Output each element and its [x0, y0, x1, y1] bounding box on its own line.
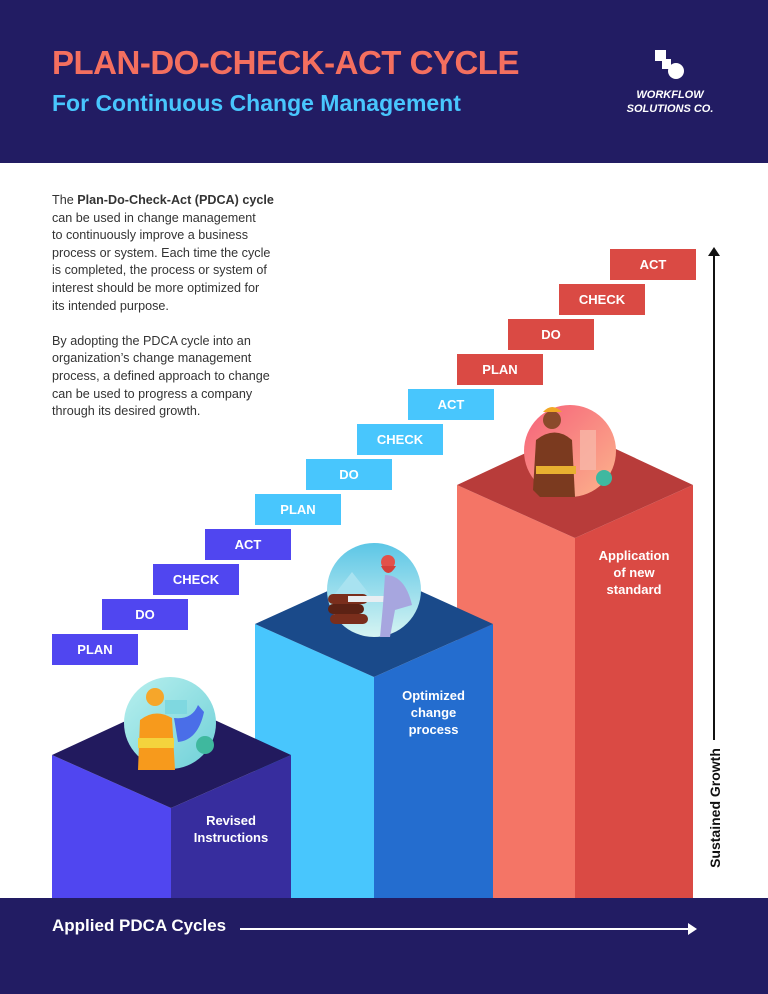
intro-line: process or system. Each time the cycle [52, 245, 271, 260]
company-logo: WORKFLOW SOLUTIONS CO. [620, 48, 720, 128]
step-cycle-2-check: CHECK [357, 424, 443, 455]
growth-arrow-icon [708, 247, 720, 740]
intro-bold-term: Plan-Do-Check-Act (PDCA) cycle [77, 193, 274, 207]
cycles-arrow-icon [240, 923, 697, 935]
label-line: Application [598, 548, 670, 563]
logo-shapes-icon [655, 50, 684, 79]
logo-text: WORKFLOW SOLUTIONS CO. [620, 88, 720, 116]
step-cycle-3-plan: PLAN [457, 354, 543, 385]
man-with-tool-belt-illustration [524, 405, 616, 497]
step-cycle-1-do: DO [102, 599, 188, 630]
label-line: of new [613, 565, 655, 580]
label-line: process [408, 722, 459, 737]
step-cycle-1-check: CHECK [153, 564, 239, 595]
step-cycle-2-do: DO [306, 459, 392, 490]
footer: Applied PDCA Cycles [0, 898, 768, 994]
intro-line: organization’s change management [52, 351, 252, 366]
header: PLAN-DO-CHECK-ACT CYCLE For Continuous C… [0, 0, 768, 163]
logo-line-2: SOLUTIONS CO. [626, 103, 714, 115]
page-title: PLAN-DO-CHECK-ACT CYCLE [52, 44, 519, 81]
label-line: Revised [206, 813, 256, 828]
y-axis-label: Sustained Growth [707, 748, 723, 868]
step-cycle-1-act: ACT [205, 529, 291, 560]
label-line: change [410, 705, 457, 720]
intro-line: By adopting the PDCA cycle into an [52, 333, 251, 348]
x-axis-label: Applied PDCA Cycles [52, 916, 227, 935]
step-cycle-3-act: ACT [610, 249, 696, 280]
pillar-label-cycle-1: Revised Instructions [171, 812, 291, 846]
pillar-cycle-2 [255, 570, 493, 898]
label-line: Instructions [193, 830, 269, 845]
page-subtitle: For Continuous Change Management [52, 90, 461, 116]
intro-line: interest should be more optimized for [52, 280, 260, 295]
step-cycle-3-check: CHECK [559, 284, 645, 315]
intro-line: is completed, the process or system of [52, 263, 267, 278]
logo-line-1: WORKFLOW [636, 89, 704, 101]
man-sawing-log-illustration [327, 543, 421, 637]
intro-line: can be used to progress a company [52, 386, 253, 401]
step-cycle-1-plan: PLAN [52, 634, 138, 665]
intro-line: its intended purpose. [52, 298, 169, 313]
intro-line: can be used in change management [52, 210, 256, 225]
intro-prefix: The [52, 193, 78, 207]
step-cycle-2-act: ACT [408, 389, 494, 420]
pillar-label-cycle-2: Optimized change process [374, 687, 493, 738]
intro-paragraph-1: The Plan-Do-Check-Act (PDCA) cycle can b… [52, 192, 312, 315]
step-cycle-3-do: DO [508, 319, 594, 350]
intro-line: process, a defined approach to change [52, 368, 270, 383]
step-cycle-2-plan: PLAN [255, 494, 341, 525]
worker-with-blueprint-illustration [124, 677, 216, 770]
label-line: standard [606, 582, 662, 597]
intro-text: The Plan-Do-Check-Act (PDCA) cycle can b… [52, 192, 312, 438]
label-line: Optimized [402, 688, 465, 703]
pillar-label-cycle-3: Application of new standard [575, 547, 693, 598]
intro-paragraph-2: By adopting the PDCA cycle into an organ… [52, 333, 312, 421]
intro-line: to continuously improve a business [52, 228, 249, 243]
intro-line: through its desired growth. [52, 404, 201, 419]
